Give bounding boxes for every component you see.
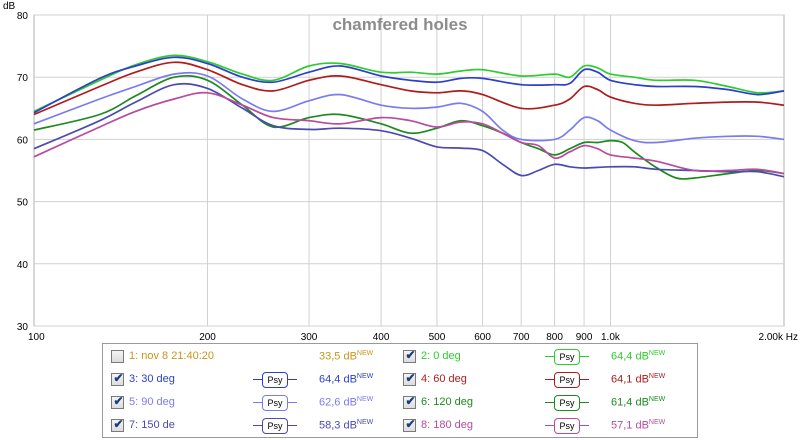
y-tick-label: 80 — [17, 11, 29, 22]
legend-label: 4: 60 deg — [421, 373, 467, 385]
new-badge: NEW — [356, 419, 374, 426]
legend-checkbox[interactable]: ✔ — [403, 417, 416, 432]
legend-value: 57,1 dBNEW — [611, 419, 666, 432]
legend-label: 7: 150 de — [129, 419, 175, 431]
legend-entry: ✔ 6: 120 deg Psy 61,4 dBNEW — [403, 394, 688, 414]
x-tick-label: 200 — [199, 332, 216, 340]
legend-checkbox[interactable]: ✔ — [403, 394, 416, 409]
legend-entry: ✔ 2: 0 deg Psy 64,4 dBNEW — [403, 348, 688, 368]
frequency-response-chart: 30 40 50 60 70 80 100 200 300 400 500 600 700 800 900… — [3, 1, 798, 340]
x-tick-label: 100 — [28, 332, 45, 340]
plot-area — [33, 14, 785, 327]
legend-checkbox[interactable]: ✔ — [403, 371, 416, 386]
series-line-30-deg — [33, 56, 785, 114]
chart-title: chamfered holes — [332, 15, 467, 34]
series-line-60-deg — [33, 61, 785, 116]
legend-label: 8: 180 deg — [421, 419, 473, 431]
x-tick-label: 500 — [429, 332, 446, 340]
new-badge: NEW — [356, 396, 374, 403]
y-tick-label: 30 — [17, 322, 29, 333]
y-tick-label: 40 — [17, 260, 29, 271]
x-tick-label: 300 — [301, 332, 318, 340]
legend-value: 33,5 dBNEW — [319, 350, 374, 363]
legend-entry: ✔ 5: 90 deg Psy 62,6 dBNEW — [111, 394, 396, 414]
legend-checkbox[interactable]: ✔ — [111, 371, 124, 386]
y-axis-label: dB — [3, 1, 16, 12]
legend-value: 64,1 dBNEW — [611, 373, 666, 386]
y-tick-label: 60 — [17, 135, 29, 146]
checkmark-icon: ✔ — [113, 394, 124, 408]
legend-entry: ✔ 4: 60 deg Psy 64,1 dBNEW — [403, 371, 688, 391]
psy-label: Psy — [554, 349, 580, 365]
new-badge: NEW — [648, 419, 666, 426]
legend-checkbox[interactable] — [111, 350, 124, 363]
psy-smoothing-button[interactable]: Psy — [253, 371, 297, 389]
legend-value: 64,4 dBNEW — [319, 373, 374, 386]
new-badge: NEW — [648, 396, 666, 403]
x-tick-label: 400 — [373, 332, 390, 340]
psy-label: Psy — [262, 418, 288, 434]
legend-checkbox[interactable]: ✔ — [111, 394, 124, 409]
series-line-180-deg — [33, 91, 785, 175]
series-line-0-deg — [33, 54, 785, 113]
checkmark-icon: ✔ — [405, 417, 416, 431]
legend-value: 62,6 dBNEW — [319, 396, 374, 409]
x-tick-labels: 100 200 300 400 500 600 700 800 900 1,0k 2,00k Hz — [28, 332, 798, 340]
legend-label: 6: 120 deg — [421, 396, 473, 408]
legend-entry: ✔ 3: 30 deg Psy 64,4 dBNEW — [111, 371, 396, 391]
psy-smoothing-button[interactable]: Psy — [253, 394, 297, 412]
x-tick-label: 800 — [546, 332, 563, 340]
psy-label: Psy — [262, 372, 288, 388]
legend-checkbox[interactable]: ✔ — [403, 348, 416, 363]
y-tick-labels: 30 40 50 60 70 80 — [17, 11, 29, 333]
checkmark-icon: ✔ — [113, 417, 124, 431]
y-tick-label: 50 — [17, 198, 29, 209]
psy-smoothing-button[interactable]: Psy — [545, 417, 589, 435]
x-tick-label: 700 — [513, 332, 530, 340]
series-lines — [33, 54, 785, 180]
series-line-150-de — [33, 82, 785, 178]
checkmark-icon: ✔ — [405, 394, 416, 408]
psy-label: Psy — [554, 418, 580, 434]
legend-entry: ✔ 7: 150 de Psy 58,3 dBNEW — [111, 417, 396, 437]
series-line-90-deg — [33, 71, 785, 144]
psy-smoothing-button[interactable]: Psy — [545, 348, 589, 366]
legend-panel: 1: nov 8 21:40:20 33,5 dBNEW ✔ 2: 0 deg Psy 6… — [102, 343, 698, 438]
psy-smoothing-button[interactable]: Psy — [545, 371, 589, 389]
x-tick-label: 1,0k — [601, 332, 621, 340]
legend-label: 1: nov 8 21:40:20 — [129, 350, 215, 362]
legend-value: 64,4 dBNEW — [611, 350, 666, 363]
psy-smoothing-button[interactable]: Psy — [545, 394, 589, 412]
legend-value: 61,4 dBNEW — [611, 396, 666, 409]
checkmark-icon: ✔ — [405, 348, 416, 362]
new-badge: NEW — [648, 350, 666, 357]
psy-smoothing-button[interactable]: Psy — [253, 417, 297, 435]
legend-label: 5: 90 deg — [129, 396, 175, 408]
psy-label: Psy — [262, 395, 288, 411]
new-badge: NEW — [356, 373, 374, 380]
legend-label: 3: 30 deg — [129, 373, 175, 385]
legend-entry: 1: nov 8 21:40:20 33,5 dBNEW — [111, 348, 396, 368]
x-tick-label: 600 — [474, 332, 491, 340]
psy-label: Psy — [554, 372, 580, 388]
legend-checkbox[interactable]: ✔ — [111, 417, 124, 432]
psy-label: Psy — [554, 395, 580, 411]
legend-label: 2: 0 deg — [421, 350, 461, 362]
new-badge: NEW — [356, 350, 374, 357]
checkmark-icon: ✔ — [405, 371, 416, 385]
legend-value: 58,3 dBNEW — [319, 419, 374, 432]
y-tick-label: 70 — [17, 73, 29, 84]
new-badge: NEW — [648, 373, 666, 380]
x-tick-label: 2,00k Hz — [759, 332, 798, 340]
x-tick-label: 900 — [576, 332, 593, 340]
checkmark-icon: ✔ — [113, 371, 124, 385]
legend-entry: ✔ 8: 180 deg Psy 57,1 dBNEW — [403, 417, 688, 437]
